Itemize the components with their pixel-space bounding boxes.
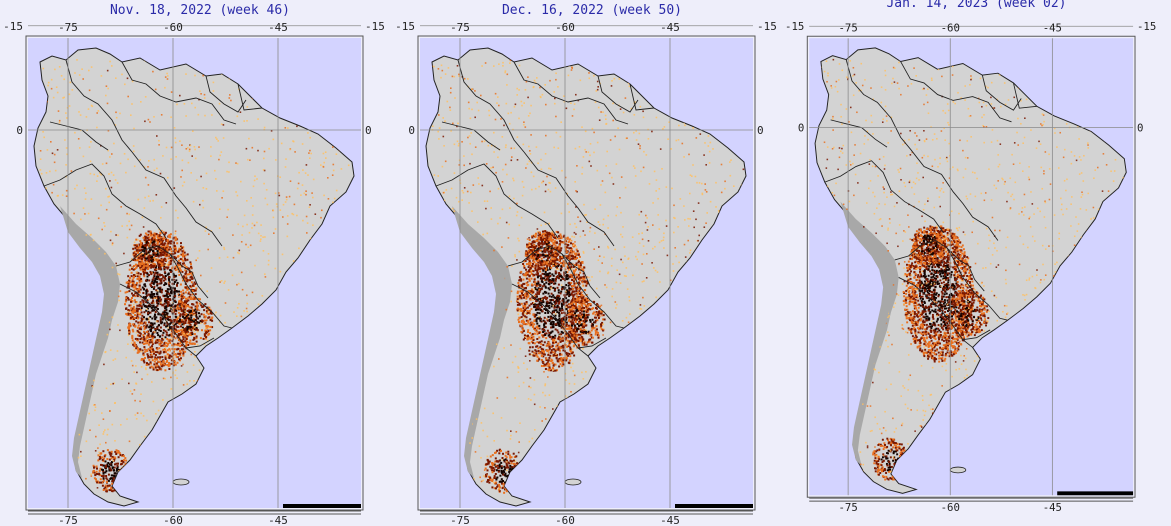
- fire-map: -75-60-45-75-60-450-15-30-450-15-30-45: [395, 20, 777, 526]
- lat-tick-right: -15: [1137, 20, 1156, 33]
- lat-tick-left: -15: [395, 20, 415, 33]
- country-borders: [435, 59, 655, 357]
- andes-relief: [60, 206, 120, 478]
- map-panel-week-46: Nov. 18, 2022 (week 46) -75 -60 -45 -75 -60 -…: [0, 0, 400, 526]
- lon-tick-bottom: -45: [660, 514, 680, 526]
- andes-relief: [452, 206, 512, 478]
- lon-tick-top: -75: [838, 21, 857, 34]
- lon-tick-bottom: -75: [58, 514, 78, 526]
- panel-title: Nov. 18, 2022 (week 46): [109, 3, 290, 18]
- lon-tick-top: -60: [555, 21, 575, 34]
- lat-tick-left: -15: [785, 20, 804, 33]
- graticule: [28, 25, 361, 508]
- lon-tick-bottom: -60: [163, 514, 183, 526]
- lat-tick-left: 0: [16, 124, 23, 137]
- lat-tick-right: 0: [757, 124, 764, 137]
- scale-bar: [1057, 491, 1134, 496]
- lon-tick-top: -45: [1043, 21, 1062, 34]
- falkland-islands: [172, 478, 190, 486]
- graticule: [809, 25, 1134, 496]
- andes-relief: [840, 201, 899, 467]
- lon-tick-top: -45: [660, 21, 680, 34]
- lon-tick-bottom: -60: [941, 501, 960, 514]
- lat-tick-right: -15: [365, 20, 385, 33]
- panel-title: Dec. 16, 2022 (week 50): [501, 3, 682, 18]
- lon-tick-bottom: -75: [838, 501, 857, 514]
- lon-tick-bottom: -45: [1043, 501, 1062, 514]
- falkland-islands: [564, 478, 582, 486]
- fire-map: -75-60-45-75-60-450-15-30-450-15-30-45: [3, 20, 385, 526]
- lat-tick-left: 0: [798, 122, 804, 135]
- lon-tick-top: -60: [163, 21, 183, 34]
- map-panel-week-02: Jan. 14, 2023 (week 02) -75 -60 -45 -75 -60 -…: [782, 0, 1171, 526]
- fire-map: -75-60-45-75-60-450-15-30-450-15-30-45: [785, 20, 1156, 514]
- lon-tick-bottom: -45: [268, 514, 288, 526]
- lon-tick-top: -75: [450, 21, 470, 34]
- falkland-islands: [949, 466, 967, 474]
- country-borders: [43, 59, 263, 357]
- scale-bar: [675, 504, 753, 508]
- lon-tick-top: -60: [941, 21, 960, 34]
- country-borders: [824, 59, 1037, 348]
- lat-tick-left: -15: [3, 20, 23, 33]
- lat-tick-right: -15: [757, 20, 777, 33]
- map-panel-week-50: Dec. 16, 2022 (week 50) -75 -60 -45 -75 -60 -…: [392, 0, 792, 526]
- lon-tick-bottom: -75: [450, 514, 470, 526]
- panel-title: Jan. 14, 2023 (week 02): [886, 0, 1067, 11]
- lat-tick-right: 0: [1137, 122, 1143, 135]
- lon-tick-top: -75: [58, 21, 78, 34]
- lon-tick-top: -45: [268, 21, 288, 34]
- graticule: [420, 25, 753, 508]
- scale-bar: [283, 504, 361, 508]
- lon-tick-bottom: -60: [555, 514, 575, 526]
- lat-tick-right: 0: [365, 124, 372, 137]
- lat-tick-left: 0: [408, 124, 415, 137]
